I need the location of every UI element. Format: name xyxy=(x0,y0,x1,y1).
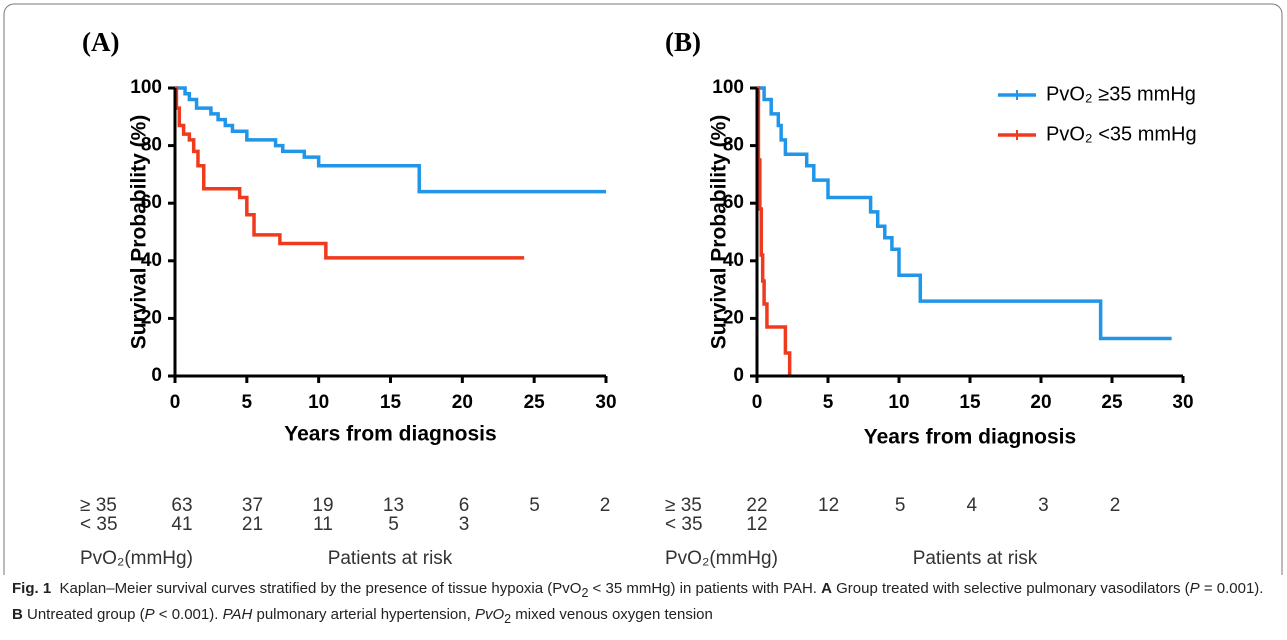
x-tick-label: 0 xyxy=(170,392,181,413)
caption-text: < 35 mmHg) in patients with PAH. xyxy=(588,580,822,597)
risk-count: 12 xyxy=(818,495,839,516)
caption-text: < 0.001). xyxy=(154,606,223,623)
risk-row-label: ≥ 35 xyxy=(80,495,117,516)
y-tick-label: 80 xyxy=(141,135,162,156)
caption-text: PvO xyxy=(474,606,505,623)
y-tick-label: 0 xyxy=(733,365,744,386)
risk-row-label: < 35 xyxy=(665,514,703,535)
x-tick-label: 10 xyxy=(308,392,329,413)
x-axis-title: Years from diagnosis xyxy=(864,426,1076,449)
x-tick-label: 15 xyxy=(380,392,402,413)
panel-title: (A) xyxy=(82,27,119,57)
caption-text: = 0.001). xyxy=(1199,580,1264,597)
x-tick-label: 10 xyxy=(888,392,909,413)
caption-text: Untreated group ( xyxy=(22,606,145,623)
risk-row-label: ≥ 35 xyxy=(665,495,702,516)
caption-text: B xyxy=(12,606,23,623)
x-axis-title: Years from diagnosis xyxy=(284,423,496,446)
x-tick-label: 25 xyxy=(524,392,546,413)
caption-text: P xyxy=(1189,580,1200,597)
risk-count: 2 xyxy=(600,495,611,516)
x-tick-label: 20 xyxy=(452,392,473,413)
caption-text: PAH xyxy=(222,606,253,623)
panel-title: (B) xyxy=(665,27,701,57)
y-tick-label: 80 xyxy=(723,135,744,156)
survival-curve xyxy=(174,86,525,260)
y-tick-label: 100 xyxy=(130,77,162,98)
risk-count: 19 xyxy=(312,495,333,516)
y-tick-label: 20 xyxy=(723,307,744,328)
risk-caption: Patients at risk xyxy=(913,548,1038,569)
fig-label: Fig. 1 xyxy=(12,580,52,597)
y-axis-title: Survival Probability (%) xyxy=(128,115,151,350)
risk-count: 5 xyxy=(388,514,399,535)
x-tick-label: 5 xyxy=(823,392,834,413)
x-tick-label: 20 xyxy=(1030,392,1051,413)
risk-count: 5 xyxy=(529,495,540,516)
y-axis-title: Survival Probability (%) xyxy=(708,115,731,350)
survival-curve xyxy=(757,86,1172,341)
caption: Fig. 1 Kaplan–Meier survival curves stra… xyxy=(12,578,1274,630)
y-tick-label: 20 xyxy=(141,307,162,328)
y-tick-label: 60 xyxy=(141,192,162,213)
risk-count: 2 xyxy=(1110,495,1121,516)
x-tick-label: 0 xyxy=(752,392,763,413)
survival-curve xyxy=(175,86,606,194)
caption-text: pulmonary arterial hypertension, xyxy=(252,606,475,623)
risk-count: 4 xyxy=(967,495,978,516)
caption-text: Kaplan–Meier survival curves stratified … xyxy=(59,580,582,597)
caption-text: Group treated with selective pulmonary v… xyxy=(831,580,1190,597)
risk-count: 13 xyxy=(383,495,404,516)
risk-count: 22 xyxy=(746,495,767,516)
x-tick-label: 30 xyxy=(595,392,616,413)
x-tick-label: 25 xyxy=(1101,392,1123,413)
risk-count: 3 xyxy=(459,514,470,535)
caption-text: 2 xyxy=(504,612,512,626)
caption-text: P xyxy=(144,606,155,623)
risk-count: 3 xyxy=(1038,495,1049,516)
x-tick-label: 5 xyxy=(242,392,253,413)
caption-text: 2 xyxy=(581,586,589,600)
risk-count: 63 xyxy=(171,495,192,516)
risk-group-header: PvO₂(mmHg) xyxy=(80,548,193,569)
legend-label: PvO₂ ≥35 mmHg xyxy=(1046,83,1196,105)
legend-label: PvO₂ <35 mmHg xyxy=(1046,123,1197,145)
x-tick-label: 30 xyxy=(1172,392,1193,413)
risk-group-header: PvO₂(mmHg) xyxy=(665,548,778,569)
x-tick-label: 15 xyxy=(959,392,981,413)
frame xyxy=(3,3,1283,575)
y-tick-label: 0 xyxy=(151,365,162,386)
risk-count: 6 xyxy=(459,495,470,516)
caption-text: mixed venous oxygen tension xyxy=(511,606,713,623)
y-tick-label: 40 xyxy=(723,250,744,271)
caption-text: A xyxy=(821,580,832,597)
risk-caption: Patients at risk xyxy=(328,548,453,569)
risk-count: 5 xyxy=(895,495,906,516)
survival-curve xyxy=(756,86,792,376)
figure: (A) Survival Probability (%) Years from di… xyxy=(3,3,1283,575)
risk-count: 11 xyxy=(313,514,333,535)
y-tick-label: 40 xyxy=(141,250,162,271)
risk-count: 37 xyxy=(242,495,263,516)
risk-count: 12 xyxy=(746,514,767,535)
y-tick-label: 60 xyxy=(723,192,744,213)
y-tick-label: 100 xyxy=(712,77,744,98)
risk-count: 21 xyxy=(242,514,263,535)
risk-count: 41 xyxy=(171,514,192,535)
risk-row-label: < 35 xyxy=(80,514,118,535)
